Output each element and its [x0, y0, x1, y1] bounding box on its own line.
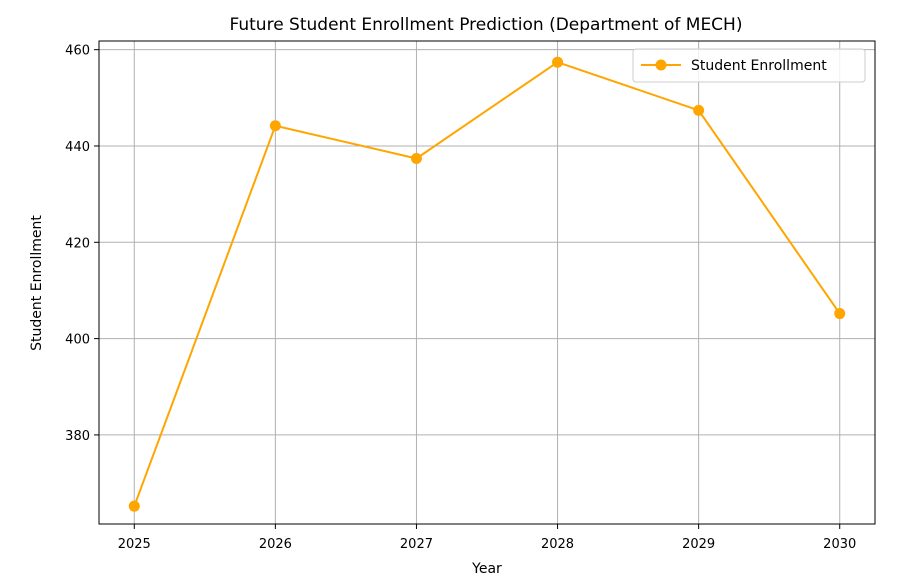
y-tick-label: 420: [65, 236, 90, 251]
plot-frame: [98, 40, 876, 525]
data-point: [269, 120, 281, 132]
legend: Student Enrollment: [632, 48, 866, 83]
series-layer: [128, 56, 846, 512]
data-point: [552, 56, 564, 68]
data-point: [410, 152, 422, 164]
y-tick-label: 400: [65, 333, 90, 348]
legend-label: Student Enrollment: [691, 58, 827, 74]
data-point: [128, 500, 140, 512]
x-tick-label: 2026: [259, 537, 292, 552]
y-tick-label: 380: [65, 429, 90, 444]
series-line: [133, 61, 841, 507]
legend-marker-swatch: [655, 59, 667, 71]
x-tick-label: 2025: [118, 537, 151, 552]
x-tick-label: 2030: [823, 537, 856, 552]
data-point: [834, 308, 846, 320]
y-axis-label: Student Enrollment: [29, 215, 45, 351]
chart-title: Future Student Enrollment Prediction (De…: [230, 15, 743, 35]
x-tick-label: 2027: [400, 537, 433, 552]
x-axis-label: Year: [471, 561, 502, 577]
y-tick-label: 440: [65, 140, 90, 155]
legend-box: [632, 48, 866, 83]
x-tick-label: 2028: [541, 537, 574, 552]
y-tick-label: 460: [65, 44, 90, 59]
grid-lines: [99, 41, 875, 524]
x-tick-label: 2029: [682, 537, 715, 552]
data-point: [693, 104, 705, 116]
axis-ticks: 2025 2026 2027 2028 2029 2030 380 400 420 440 460: [65, 44, 856, 552]
